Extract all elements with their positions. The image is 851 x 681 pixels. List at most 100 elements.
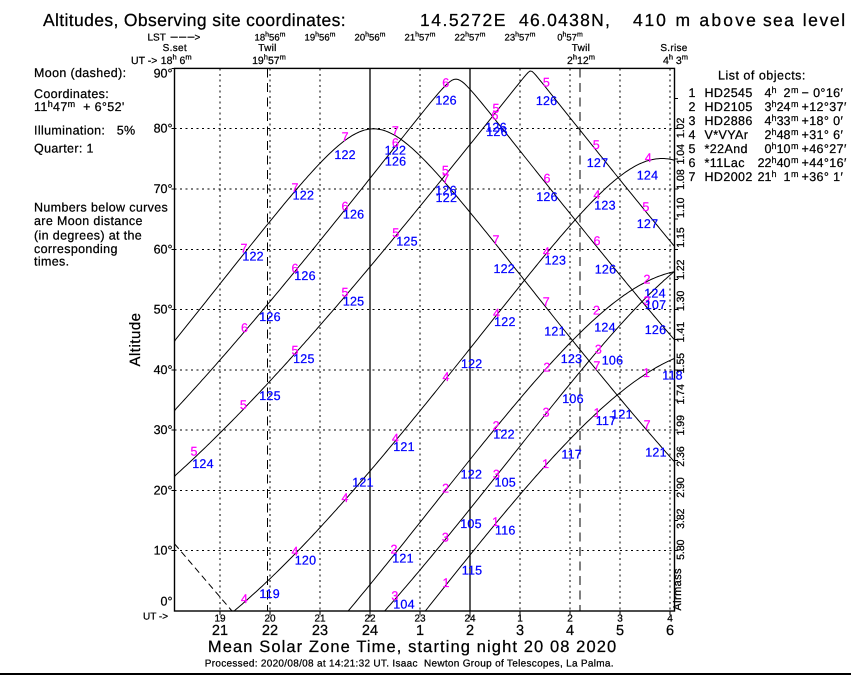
- svg-text:122: 122: [493, 428, 514, 442]
- svg-text:2: 2: [644, 273, 651, 287]
- svg-text:5: 5: [593, 138, 600, 152]
- svg-text:123: 123: [545, 253, 566, 267]
- svg-text:123: 123: [594, 198, 615, 212]
- svg-text:1: 1: [689, 86, 696, 100]
- svg-text:1.08: 1.08: [675, 169, 687, 190]
- svg-text:6: 6: [241, 321, 248, 335]
- svg-text:24: 24: [464, 614, 476, 625]
- svg-text:122: 122: [461, 468, 482, 482]
- svg-text:105: 105: [494, 476, 515, 490]
- svg-text:105: 105: [460, 517, 481, 531]
- svg-text:m: m: [791, 127, 799, 137]
- svg-text:UT ->: UT ->: [143, 612, 168, 623]
- svg-text:5: 5: [616, 623, 624, 639]
- svg-text:h: h: [772, 155, 777, 165]
- svg-text:4: 4: [443, 370, 450, 384]
- svg-text:h: h: [772, 85, 777, 95]
- svg-text:V*VYAr: V*VYAr: [705, 128, 749, 142]
- svg-text:3: 3: [493, 468, 500, 482]
- svg-text:Processed: 2020/08/08 at 14:21: Processed: 2020/08/08 at 14:21:32 UT. Is…: [205, 659, 614, 670]
- svg-text:24: 24: [362, 623, 378, 639]
- svg-text:Quarter: 1: Quarter: 1: [34, 141, 94, 155]
- svg-text:18h​ 6m​: 18h​ 6m​: [161, 53, 192, 68]
- svg-text:122: 122: [385, 143, 406, 157]
- svg-text:*11Lac: *11Lac: [705, 156, 745, 170]
- svg-text:h: h: [772, 127, 777, 137]
- svg-text:1.15: 1.15: [675, 227, 687, 248]
- svg-text:1: 1: [443, 576, 450, 590]
- svg-text:126: 126: [536, 94, 557, 108]
- svg-text:− 0°16′: − 0°16′: [802, 86, 844, 100]
- svg-text:m: m: [791, 85, 799, 95]
- svg-text:0°: 0°: [161, 595, 173, 609]
- svg-text:(in degrees) at the: (in degrees) at the: [34, 229, 142, 243]
- svg-text:1.99: 1.99: [675, 415, 687, 436]
- svg-text:1: 1: [780, 170, 790, 184]
- svg-text:126: 126: [486, 125, 507, 139]
- svg-text:7: 7: [593, 359, 600, 373]
- svg-text:50°: 50°: [154, 303, 173, 317]
- svg-text:22h​57m​: 22h​57m​: [455, 30, 486, 43]
- svg-text:21: 21: [212, 623, 228, 639]
- svg-text:122: 122: [436, 191, 457, 205]
- svg-text:*22And: *22And: [705, 142, 748, 156]
- svg-text:46.0438N,: 46.0438N,: [519, 10, 611, 30]
- svg-text:Numbers below curves: Numbers below curves: [34, 201, 168, 215]
- svg-text:48: 48: [777, 128, 791, 142]
- svg-text:122: 122: [293, 189, 314, 203]
- svg-text:Mean Solar Zone Time, starting: Mean Solar Zone Time, starting night 20 …: [208, 638, 617, 656]
- svg-text:5.80: 5.80: [675, 539, 687, 560]
- svg-text:5: 5: [543, 76, 550, 90]
- svg-text:4: 4: [689, 128, 696, 142]
- svg-text:124: 124: [192, 457, 213, 471]
- svg-text:106: 106: [562, 392, 583, 406]
- svg-text:6: 6: [544, 171, 551, 185]
- svg-text:3: 3: [391, 589, 398, 603]
- svg-text:120: 120: [295, 554, 316, 568]
- svg-text:7: 7: [689, 170, 696, 184]
- svg-text:2.36: 2.36: [675, 446, 687, 467]
- svg-text:117: 117: [561, 447, 582, 461]
- svg-text:4: 4: [543, 245, 550, 259]
- svg-text:+44°16′: +44°16′: [802, 156, 848, 170]
- svg-text:106: 106: [602, 354, 623, 368]
- svg-text:122: 122: [461, 357, 482, 371]
- svg-text:1: 1: [416, 623, 424, 639]
- svg-text:126: 126: [595, 262, 616, 276]
- svg-text:HD2886: HD2886: [705, 114, 753, 128]
- svg-text:1.55: 1.55: [675, 353, 687, 374]
- svg-text:4: 4: [292, 545, 299, 559]
- svg-text:Twil: Twil: [258, 43, 276, 54]
- svg-text:122: 122: [242, 250, 263, 264]
- svg-text:127: 127: [637, 217, 658, 231]
- svg-text:4: 4: [566, 623, 574, 639]
- svg-text:2: 2: [493, 419, 500, 433]
- svg-text:3: 3: [543, 406, 550, 420]
- svg-text:7: 7: [644, 418, 651, 432]
- svg-text:122: 122: [494, 315, 515, 329]
- svg-text:5: 5: [292, 343, 299, 357]
- svg-text:4: 4: [765, 114, 772, 128]
- svg-text:126: 126: [294, 269, 315, 283]
- svg-text:7: 7: [292, 181, 299, 195]
- svg-text:21: 21: [314, 614, 326, 625]
- svg-text:UT ->: UT ->: [131, 55, 157, 67]
- svg-text:40: 40: [777, 156, 791, 170]
- svg-text:121: 121: [645, 446, 666, 460]
- svg-text:116: 116: [495, 523, 516, 537]
- svg-text:2: 2: [689, 100, 696, 114]
- svg-text:2: 2: [543, 360, 550, 374]
- svg-text:+18° 0′: +18° 0′: [802, 114, 844, 128]
- svg-text:1.30: 1.30: [675, 291, 687, 312]
- svg-text:14.5272E: 14.5272E: [420, 10, 507, 30]
- svg-text:7: 7: [241, 242, 248, 256]
- svg-text:HD2002: HD2002: [705, 170, 753, 184]
- svg-text:40°: 40°: [154, 363, 173, 377]
- svg-text:19h​56m​: 19h​56m​: [305, 30, 336, 43]
- svg-text:126: 126: [485, 121, 506, 135]
- svg-text:10°: 10°: [154, 544, 173, 558]
- svg-text:2: 2: [442, 481, 449, 495]
- svg-text:5: 5: [642, 200, 649, 214]
- svg-text:21h​57m​: 21h​57m​: [405, 30, 436, 43]
- svg-text:117: 117: [596, 414, 617, 428]
